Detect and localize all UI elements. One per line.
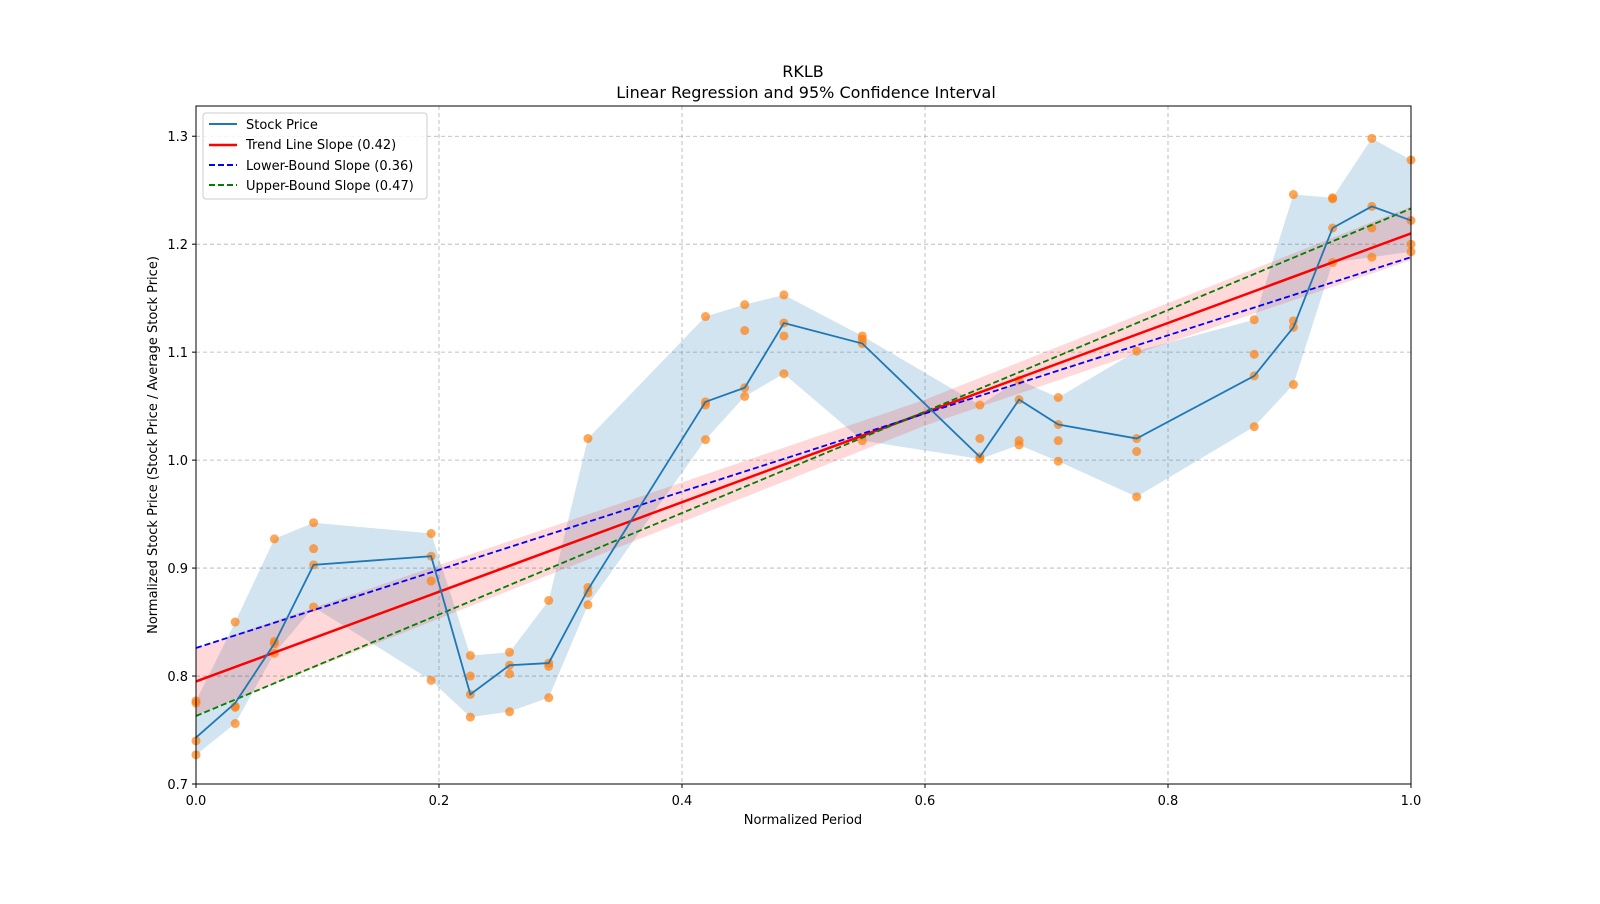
- confidence-interval-band: [196, 206, 1411, 716]
- chart-title: RKLB: [782, 62, 824, 81]
- scatter-point: [426, 529, 436, 539]
- chart-subtitle: Linear Regression and 95% Confidence Int…: [616, 83, 996, 102]
- scatter-point: [544, 693, 554, 703]
- legend-label-upper: Upper-Bound Slope (0.47): [246, 179, 414, 194]
- x-tick-label: 0.4: [672, 794, 693, 809]
- scatter-point: [701, 400, 711, 410]
- trend-line: [195, 232, 1412, 683]
- scatter-point: [740, 300, 750, 310]
- scatter-point: [1014, 440, 1024, 450]
- scatter-point: [465, 712, 475, 722]
- legend-label-lower: Lower-Bound Slope (0.36): [246, 159, 413, 174]
- scatter-point: [505, 669, 515, 679]
- scatter-point: [1328, 194, 1338, 204]
- scatter-point: [583, 434, 593, 444]
- x-axis-label: Normalized Period: [744, 813, 862, 828]
- grid-lines: [196, 106, 1411, 784]
- x-tick-label: 0.2: [429, 794, 450, 809]
- y-axis-label: Normalized Stock Price (Stock Price / Av…: [146, 256, 161, 634]
- y-tick-label: 1.3: [167, 130, 188, 145]
- scatter-point: [779, 369, 789, 379]
- plot-frame: [195, 105, 1412, 785]
- scatter-point: [975, 434, 985, 444]
- y-tick-label: 0.7: [167, 778, 188, 793]
- scatter-point: [505, 707, 515, 717]
- y-tick-label: 0.9: [167, 562, 188, 577]
- x-tick-label: 0.6: [915, 794, 936, 809]
- scatter-point: [465, 651, 475, 661]
- scatter-point: [505, 647, 515, 657]
- scatter-point: [426, 675, 436, 685]
- scatter-point: [309, 544, 319, 554]
- axis-ticks: 0.0 0.2 0.4 0.6 0.8 1.0 0.7 0.8 0.9 1.0 1.1 1.2 1.3: [167, 130, 1421, 809]
- scatter-point: [309, 602, 319, 612]
- scatter-point: [1053, 456, 1063, 466]
- price-range-band: [196, 138, 1411, 755]
- scatter-point: [1367, 133, 1377, 143]
- scatter-point: [1288, 190, 1298, 200]
- scatter-point: [779, 331, 789, 341]
- scatter-point: [1132, 492, 1142, 502]
- scatter-point: [779, 290, 789, 300]
- scatter-point: [740, 391, 750, 401]
- y-tick-label: 1.2: [167, 238, 188, 253]
- upper-bound-line: [195, 207, 1412, 717]
- scatter-point: [1249, 315, 1259, 325]
- scatter-point: [230, 719, 240, 729]
- x-tick-label: 1.0: [1401, 794, 1422, 809]
- scatter-point: [1053, 392, 1063, 402]
- y-tick-label: 1.0: [167, 454, 188, 469]
- scatter-point: [269, 534, 279, 544]
- scatter-point: [1249, 422, 1259, 432]
- plot-marks: [191, 133, 1416, 760]
- y-tick-label: 0.8: [167, 670, 188, 685]
- scatter-point: [426, 576, 436, 586]
- legend: Stock Price Trend Line Slope (0.42) Lowe…: [202, 112, 428, 200]
- x-tick-label: 0.8: [1158, 794, 1179, 809]
- scatter-point: [1132, 346, 1142, 356]
- scatter-point: [544, 595, 554, 605]
- scatter-point: [1249, 349, 1259, 359]
- scatter-point: [975, 454, 985, 464]
- scatter-point: [857, 436, 867, 446]
- scatter-point: [583, 600, 593, 610]
- lower-bound-line: [195, 256, 1412, 649]
- scatter-point: [1053, 436, 1063, 446]
- y-tick-label: 1.1: [167, 346, 188, 361]
- scatter-point: [1288, 380, 1298, 390]
- stock-price-line: [195, 205, 1412, 739]
- scatter-point: [975, 400, 985, 410]
- scatter-point: [230, 617, 240, 627]
- scatter-point: [701, 435, 711, 445]
- scatter-point: [465, 671, 475, 681]
- scatter-point: [740, 326, 750, 336]
- scatter-point: [1132, 446, 1142, 456]
- scatter-point: [309, 518, 319, 528]
- scatter-point: [1367, 252, 1377, 262]
- x-tick-label: 0.0: [186, 794, 207, 809]
- scatter-point: [701, 312, 711, 322]
- legend-label-trend: Trend Line Slope (0.42): [245, 138, 396, 153]
- legend-label-stock: Stock Price: [246, 118, 318, 133]
